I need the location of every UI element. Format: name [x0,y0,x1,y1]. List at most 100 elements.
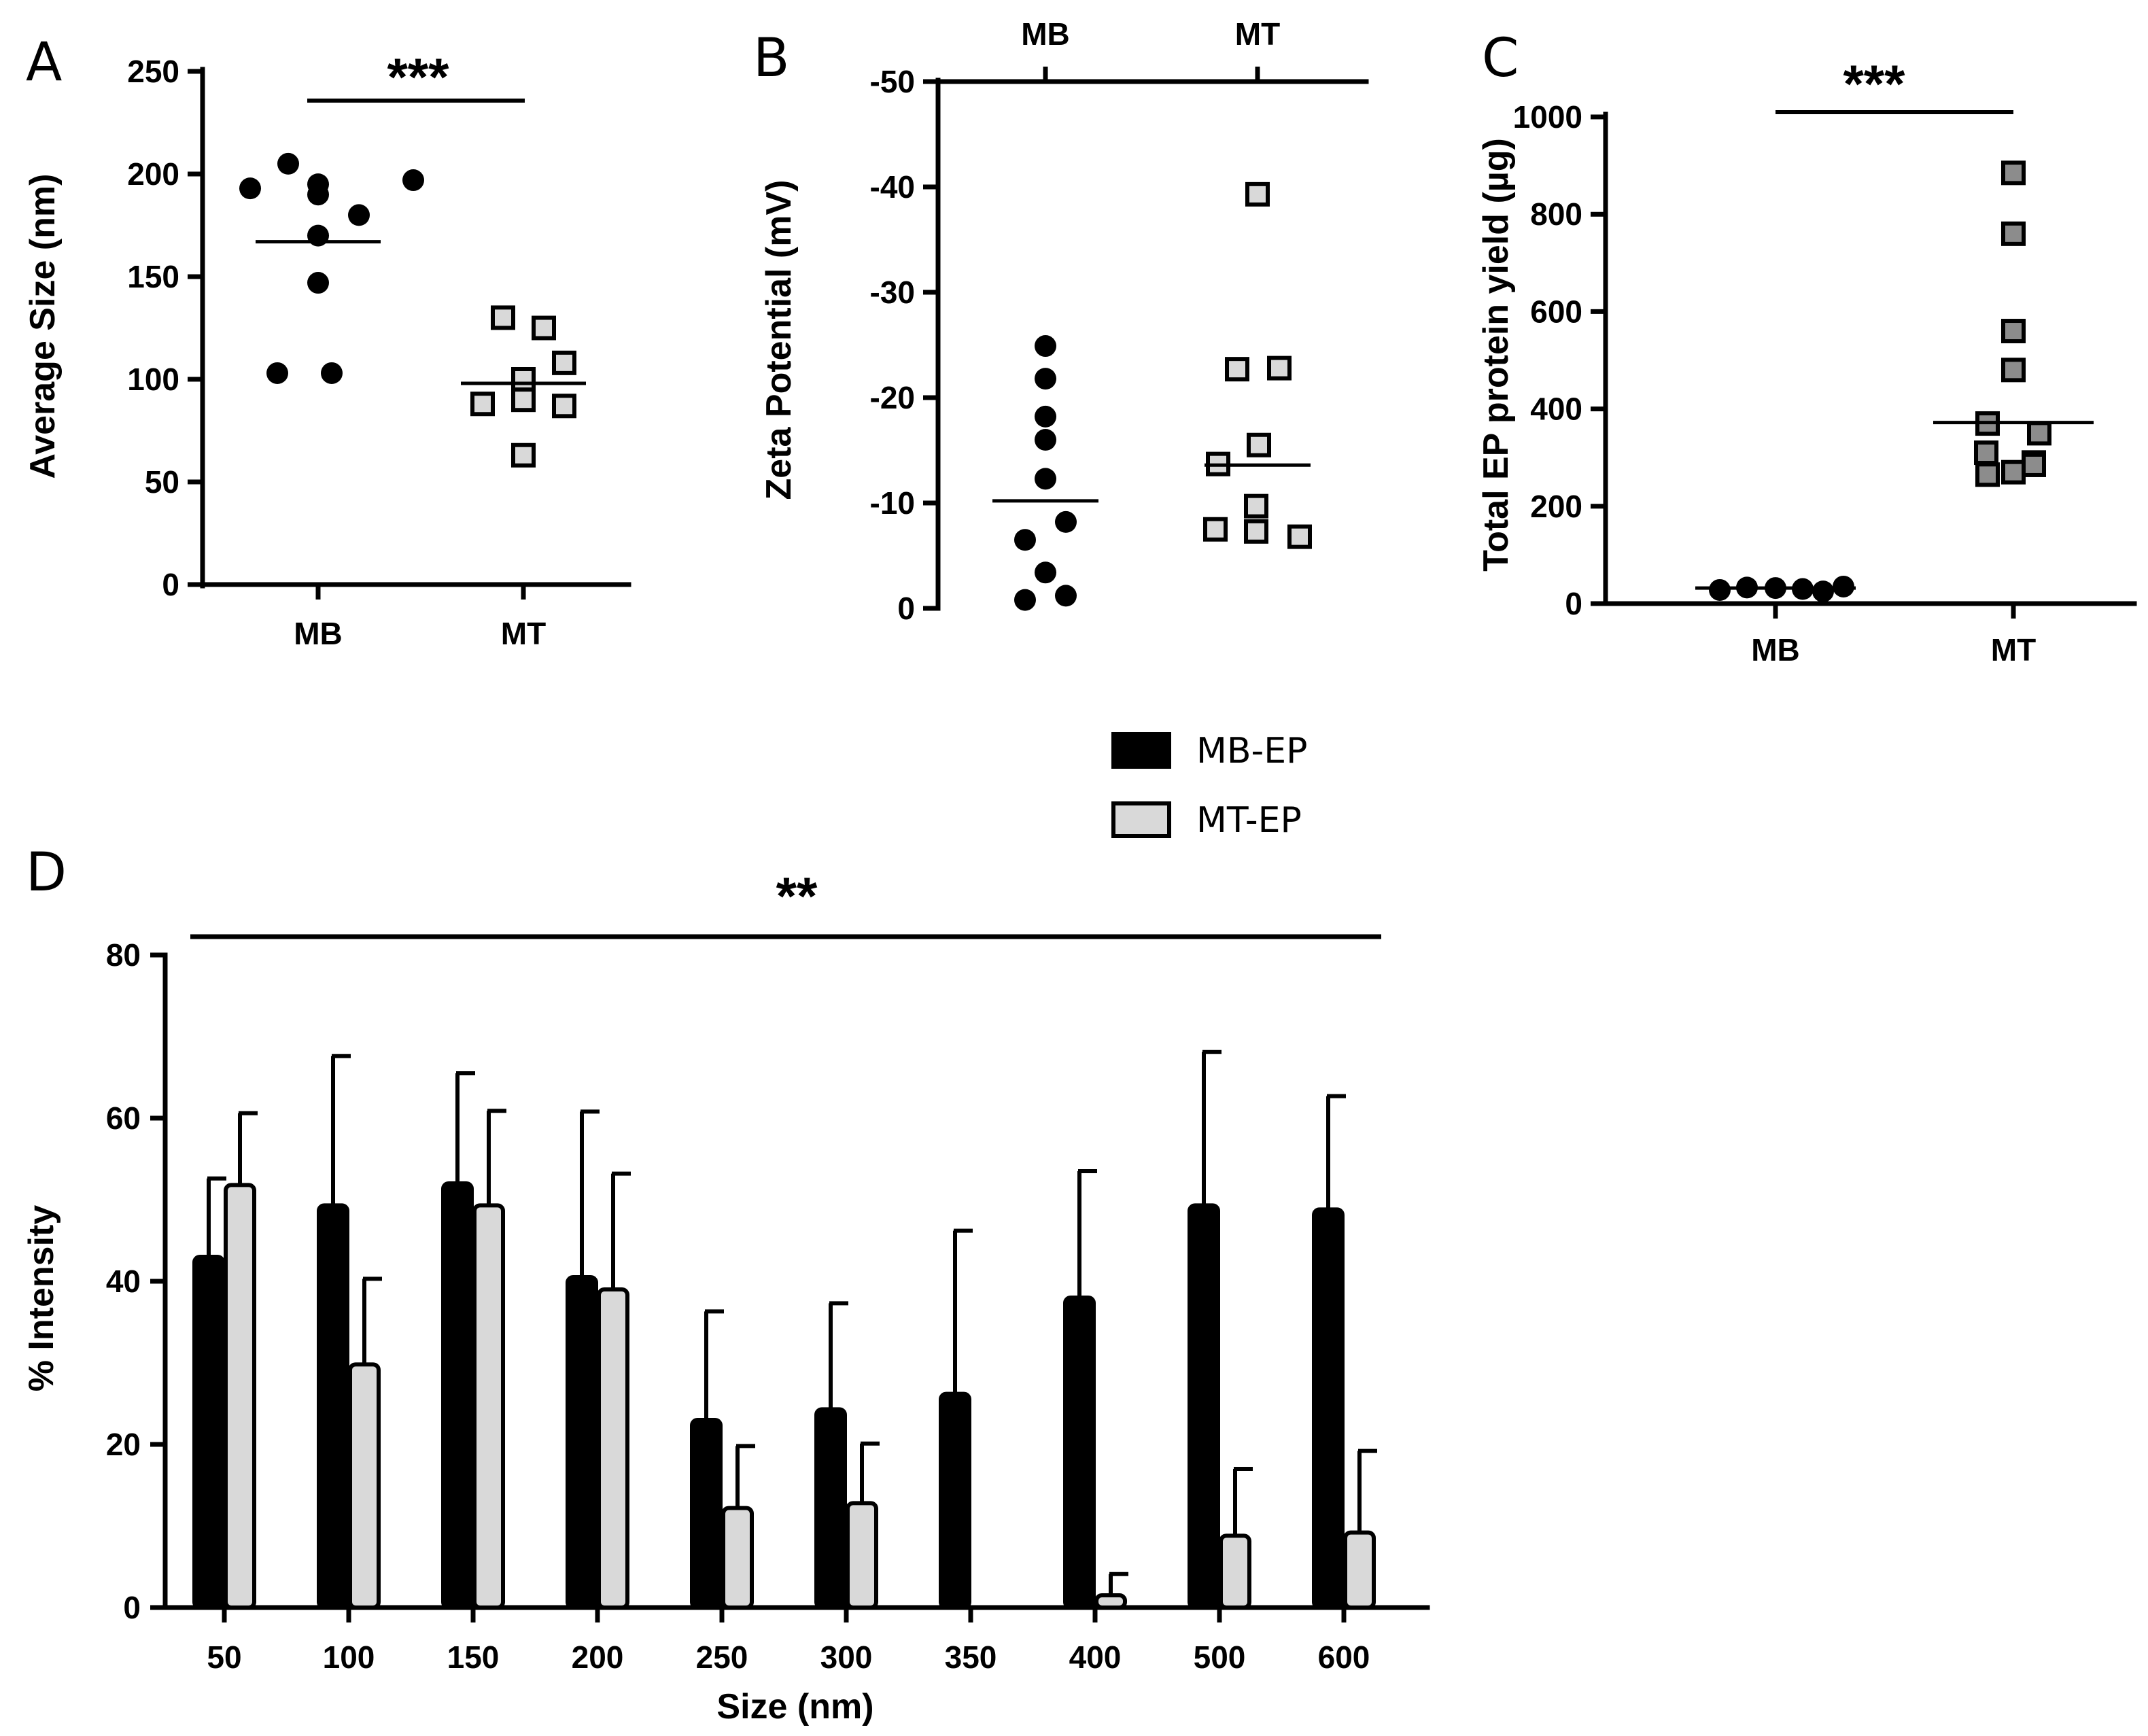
panel-b-ytick-label: -20 [870,380,915,415]
panel-b-point-mt [1245,181,1270,207]
panel-d-xtick-label: 150 [447,1639,500,1675]
panel-c-category-label: MT [1991,632,2036,667]
panel-b-point-mt [1267,355,1292,381]
panel-d-xtick-label: 50 [207,1639,241,1675]
panel-a-ylabel: Average Size (nm) [23,174,63,479]
panel-b-point-mt [1244,519,1268,544]
panel-d-ytick-label: 20 [106,1427,141,1462]
panel-b-point-mb [1035,368,1056,390]
panel-c-point-mt [1974,440,1998,466]
panel-b-point-mb [1035,405,1056,428]
panel-c-ylabel: Total EP protein yield (µg) [1476,138,1516,572]
panel-a-point-mb [266,362,288,384]
panel-c-ytick-label: 600 [1530,294,1582,329]
panel-a-point-mb [348,204,370,226]
panel-c-point-mt [2001,358,2026,383]
panel-d-bar-mt-ep [472,1203,505,1610]
panel-b-point-mb [1035,335,1056,358]
legend-swatch-mt-ep [1111,801,1171,838]
panel-d-bar-mb-ep [192,1255,225,1610]
panel-c-protein-yield: Total EP protein yield (µg) *** 0 200 400 6… [1476,54,2137,667]
panel-d-size-distribution: % Intensity Size (nm) ** MB-EP MT-EP 0 20… [22,731,1430,1726]
panel-d-bar-mt-ep [597,1287,629,1610]
legend: MB-EP MT-EP [1111,731,1308,841]
panel-b-ytick-label: -40 [870,169,915,205]
panel-a-point-mt [511,442,536,468]
panel-a-ytick-label: 0 [162,567,179,602]
panel-d-xlabel: Size (nm) [716,1687,873,1726]
panel-c-category-label: MB [1751,632,1800,667]
panel-a-point-mb [239,177,261,200]
panel-d-xtick-label: 600 [1318,1639,1370,1675]
panel-d-bar-mb-ep [317,1203,349,1610]
panel-d-bar-mt-ep [1219,1533,1251,1610]
panel-d-xtick-label: 500 [1194,1639,1246,1675]
panel-a-ytick-label: 200 [127,156,179,192]
panel-d-bar-mt-ep [846,1501,878,1610]
panel-c-point-mt [2001,160,2026,186]
panel-label-d: D [26,842,67,903]
panel-d-xtick-label: 200 [572,1639,624,1675]
panel-b-zeta-potential: Zeta Potential (mV) 0 -10 -20 -30 -40 -50 MB MT [759,16,1369,626]
panel-c-ytick-label: 400 [1530,392,1582,427]
panel-b-point-mt [1247,432,1271,457]
panel-c-ytick-label: 200 [1530,489,1582,524]
panel-c-ytick-label: 0 [1565,586,1582,621]
panel-d-bar-mt-ep [224,1183,256,1610]
panel-d-ytick-label: 80 [106,937,141,973]
panel-b-category-label: MT [1235,16,1280,52]
panel-a-point-mt [532,315,556,341]
panel-b-ytick-label: 0 [897,591,915,626]
legend-swatch-mb-ep [1111,732,1171,769]
panel-d-bar-mb-ep [1312,1207,1345,1610]
panel-b-ytick-label: -30 [870,275,915,310]
legend-label-mt-ep: MT-EP [1196,800,1302,841]
panel-a-point-mt [511,387,536,413]
panel-b-point-mt [1287,524,1312,549]
panel-b-point-mb [1035,468,1056,490]
panel-a-point-mt [491,305,515,330]
panel-d-bar-mb-ep [814,1407,847,1610]
panel-a-point-mt [470,392,495,417]
panel-b-point-mt [1225,357,1249,382]
panel-c-point-mt [2001,221,2026,246]
panel-d-significance: ** [776,866,818,926]
panel-d-xtick-label: 100 [323,1639,375,1675]
panel-d-bar-mb-ep [939,1391,971,1610]
panel-c-point-mt [2001,459,2026,485]
panel-d-bar-mb-ep [690,1418,723,1610]
panel-a-ytick-label: 50 [145,464,179,500]
panel-c-point-mb [1709,578,1731,601]
panel-d-xtick-label: 350 [945,1639,997,1675]
panel-b-point-mb [1014,529,1036,551]
panel-a-point-mt [552,394,576,419]
panel-d-xtick-label: 400 [1069,1639,1122,1675]
panel-d-bar-mb-ep [566,1275,598,1610]
panel-b-category-label: MB [1021,16,1070,52]
panel-a-category-label: MT [501,616,546,651]
panel-a-significance: *** [387,47,449,107]
panel-c-point-mt [2027,421,2051,446]
panel-b-point-mb [1035,561,1056,584]
panel-c-point-mt [2001,319,2026,344]
legend-label-mb-ep: MB-EP [1196,731,1308,771]
panel-c-point-mt [2022,452,2046,477]
panel-b-point-mb [1035,429,1056,451]
panel-d-xtick-label: 250 [696,1639,748,1675]
panel-a-category-label: MB [294,616,343,651]
panel-c-point-mt [1975,462,2000,487]
panel-a-point-mb [307,272,329,294]
panel-d-ytick-label: 60 [106,1100,141,1136]
panel-b-ylabel: Zeta Potential (mV) [759,180,799,500]
panel-b-ytick-label: -10 [870,485,915,521]
panel-c-point-mb [1812,580,1834,603]
panel-b-point-mb [1055,510,1077,533]
panel-d-bar-mt-ep [721,1506,754,1610]
panel-c-significance: *** [1843,54,1905,114]
panel-d-bar-mt-ep [348,1362,381,1610]
panel-d-bar-mt-ep [1343,1530,1376,1610]
panel-b-point-mt [1203,517,1228,542]
panel-d-bar-mt-ep [1094,1593,1127,1610]
panel-c-ytick-label: 800 [1530,196,1582,232]
